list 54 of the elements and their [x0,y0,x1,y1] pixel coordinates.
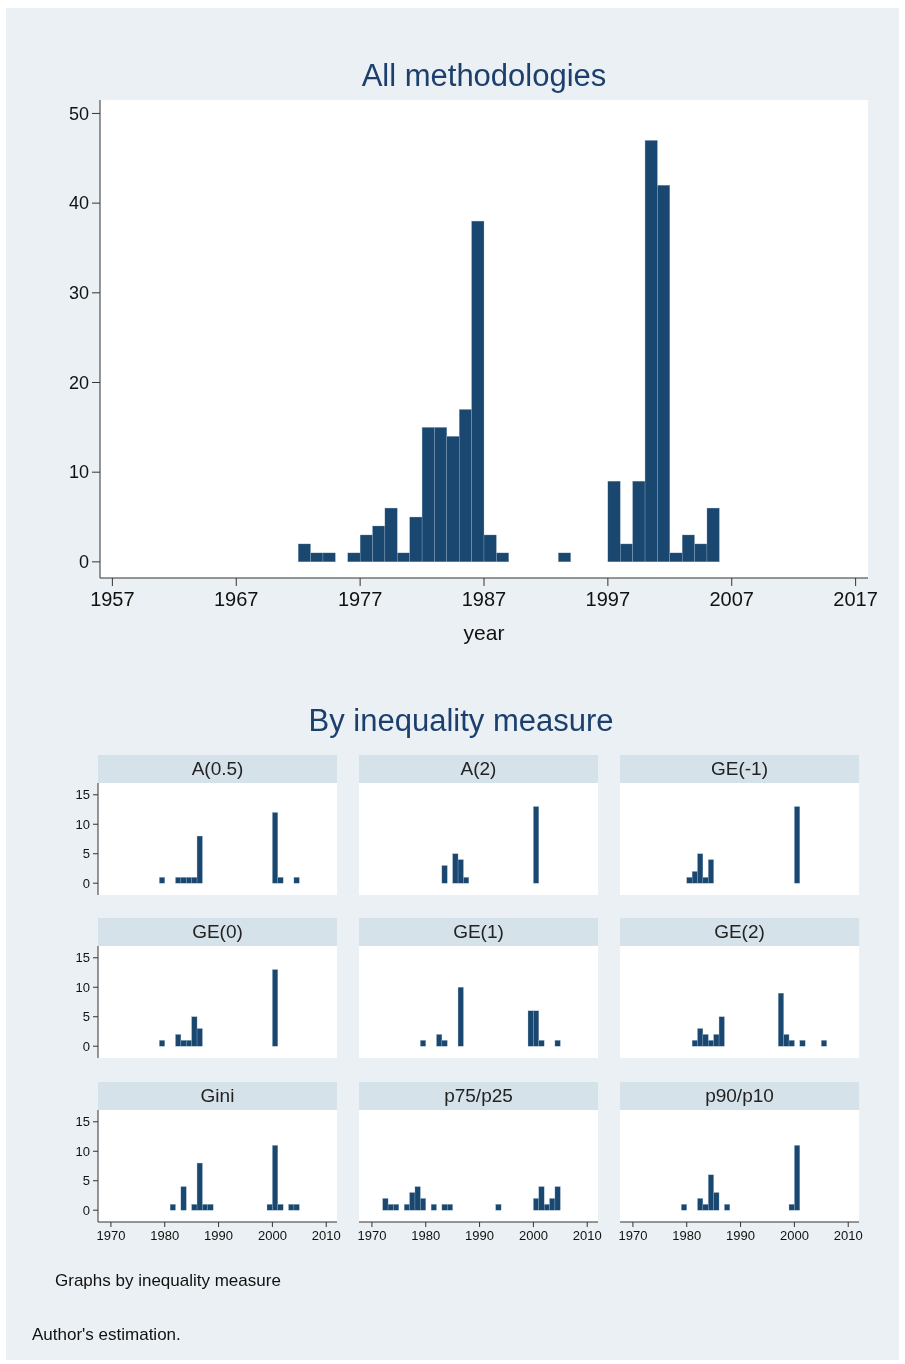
x-tick-label: 2007 [709,588,754,610]
x-axis-title: year [463,621,505,644]
y-tick-label: 30 [68,283,89,304]
x-tick-label: 1970 [96,1228,126,1243]
x-tick-label: 1957 [90,588,135,610]
y-tick-label: 10 [75,816,90,832]
x-tick-label: 2000 [518,1228,548,1243]
chart-title: Gini [200,1085,235,1106]
x-tick-label: 1980 [411,1228,441,1243]
x-tick-label: 1967 [214,588,259,610]
x-tick-label: 2000 [779,1228,809,1243]
chart-title: p90/p10 [705,1085,774,1106]
x-tick-label: 1987 [461,588,507,610]
text: By inequality measure [308,703,614,738]
y-tick-label: 10 [68,462,89,483]
chart-title: GE(2) [714,921,765,942]
y-tick-label: 10 [75,1143,90,1159]
x-tick-label: 2010 [572,1228,602,1243]
x-tick-label: 1970 [618,1228,648,1243]
x-tick-label: 1990 [204,1228,234,1243]
chart-title: A(2) [460,758,497,779]
y-tick-label: 5 [82,846,90,862]
text: Author's estimation. [32,1325,181,1344]
y-tick-label: 15 [75,1114,90,1130]
x-tick-label: 2010 [311,1228,341,1243]
y-tick-label: 5 [82,1173,90,1189]
y-tick-label: 20 [68,372,89,393]
x-tick-label: 1997 [585,588,631,610]
chart-title: A(0.5) [191,758,244,779]
x-tick-label: 2017 [833,588,878,610]
x-tick-label: 1990 [726,1228,756,1243]
y-tick-label: 40 [68,193,89,214]
text: Graphs by inequality measure [55,1271,281,1290]
chart-title: p75/p25 [444,1085,513,1106]
y-tick-label: 0 [82,875,90,891]
chart-title: All methodologies [361,58,607,93]
y-tick-label: 5 [82,1009,90,1025]
y-tick-label: 0 [82,1038,90,1054]
x-tick-label: 1980 [150,1228,180,1243]
x-tick-label: 2000 [257,1228,287,1243]
y-tick-label: 0 [82,1202,90,1218]
x-tick-label: 1990 [465,1228,495,1243]
x-tick-label: 1980 [672,1228,702,1243]
y-tick-label: 10 [75,979,90,995]
y-tick-label: 15 [75,787,90,803]
x-tick-label: 1970 [357,1228,387,1243]
x-tick-label: 1977 [337,588,383,610]
y-tick-label: 15 [75,950,90,966]
chart-title: GE(-1) [711,758,768,779]
chart-title: GE(1) [453,921,504,942]
chart-title: GE(0) [192,921,243,942]
y-tick-label: 0 [78,552,89,573]
y-tick-label: 50 [68,103,89,124]
x-tick-label: 2010 [833,1228,863,1243]
